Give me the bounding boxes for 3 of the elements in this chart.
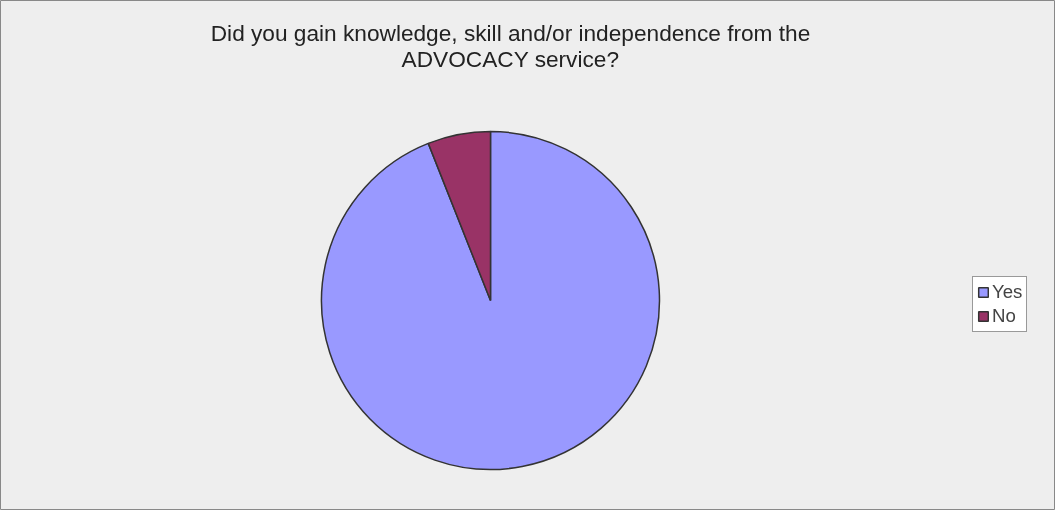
chart-title: Did you gain knowledge, skill and/or independence from the ADVOCACY service?: [210, 19, 811, 72]
legend-label: No: [992, 305, 1016, 327]
legend-label: Yes: [992, 281, 1023, 303]
